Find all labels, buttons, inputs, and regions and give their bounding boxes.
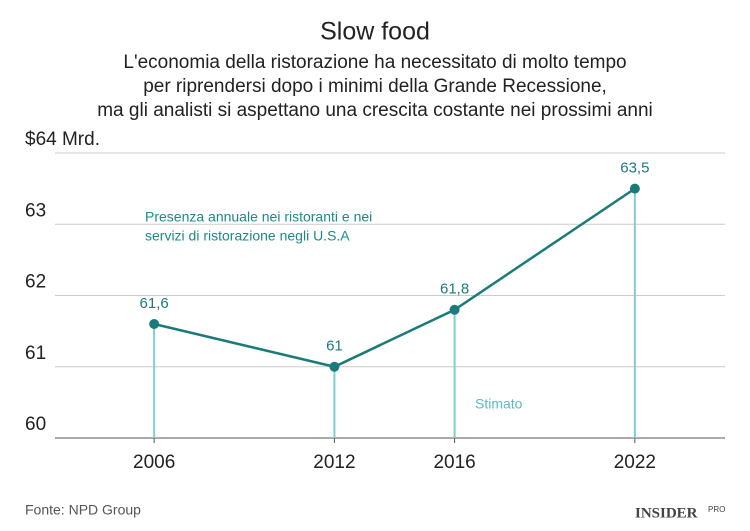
y-tick-label: 62 — [25, 272, 46, 293]
y-tick-label: 61 — [25, 343, 46, 364]
y-tick-label: 60 — [25, 414, 46, 435]
y-tick-label: 63 — [25, 200, 46, 221]
subtitle: L'economia della ristorazione ha necessi… — [123, 52, 626, 73]
point — [449, 304, 460, 315]
value-label: 61,6 — [140, 295, 169, 312]
subtitle: per riprendersi dopo i minimi della Gran… — [143, 76, 607, 97]
point — [329, 361, 340, 372]
annotation: Presenza annuale nei ristoranti e nei — [145, 209, 372, 225]
logo: INSIDER — [635, 505, 698, 521]
y-tick-label: $64 Mrd. — [25, 129, 100, 150]
x-tick-label: 2006 — [133, 452, 175, 473]
x-tick-label: 2016 — [433, 452, 475, 473]
x-tick-label: 2022 — [614, 452, 656, 473]
chart-title: Slow food — [320, 18, 430, 46]
value-label: 61 — [326, 338, 343, 355]
x-tick-label: 2012 — [313, 452, 355, 473]
source: Fonte: NPD Group — [25, 502, 141, 518]
line — [153, 187, 636, 369]
point — [149, 319, 160, 329]
subtitle: ma gli analisti si aspettano una crescit… — [97, 100, 653, 121]
value-label: 61,8 — [440, 281, 469, 298]
estimate-label: Stimato — [475, 396, 523, 412]
point — [629, 183, 640, 194]
logo-sub: PRO — [708, 505, 725, 514]
annotation: servizi di ristorazione negli U.S.A — [145, 228, 350, 244]
value-label: 63,5 — [620, 160, 649, 177]
